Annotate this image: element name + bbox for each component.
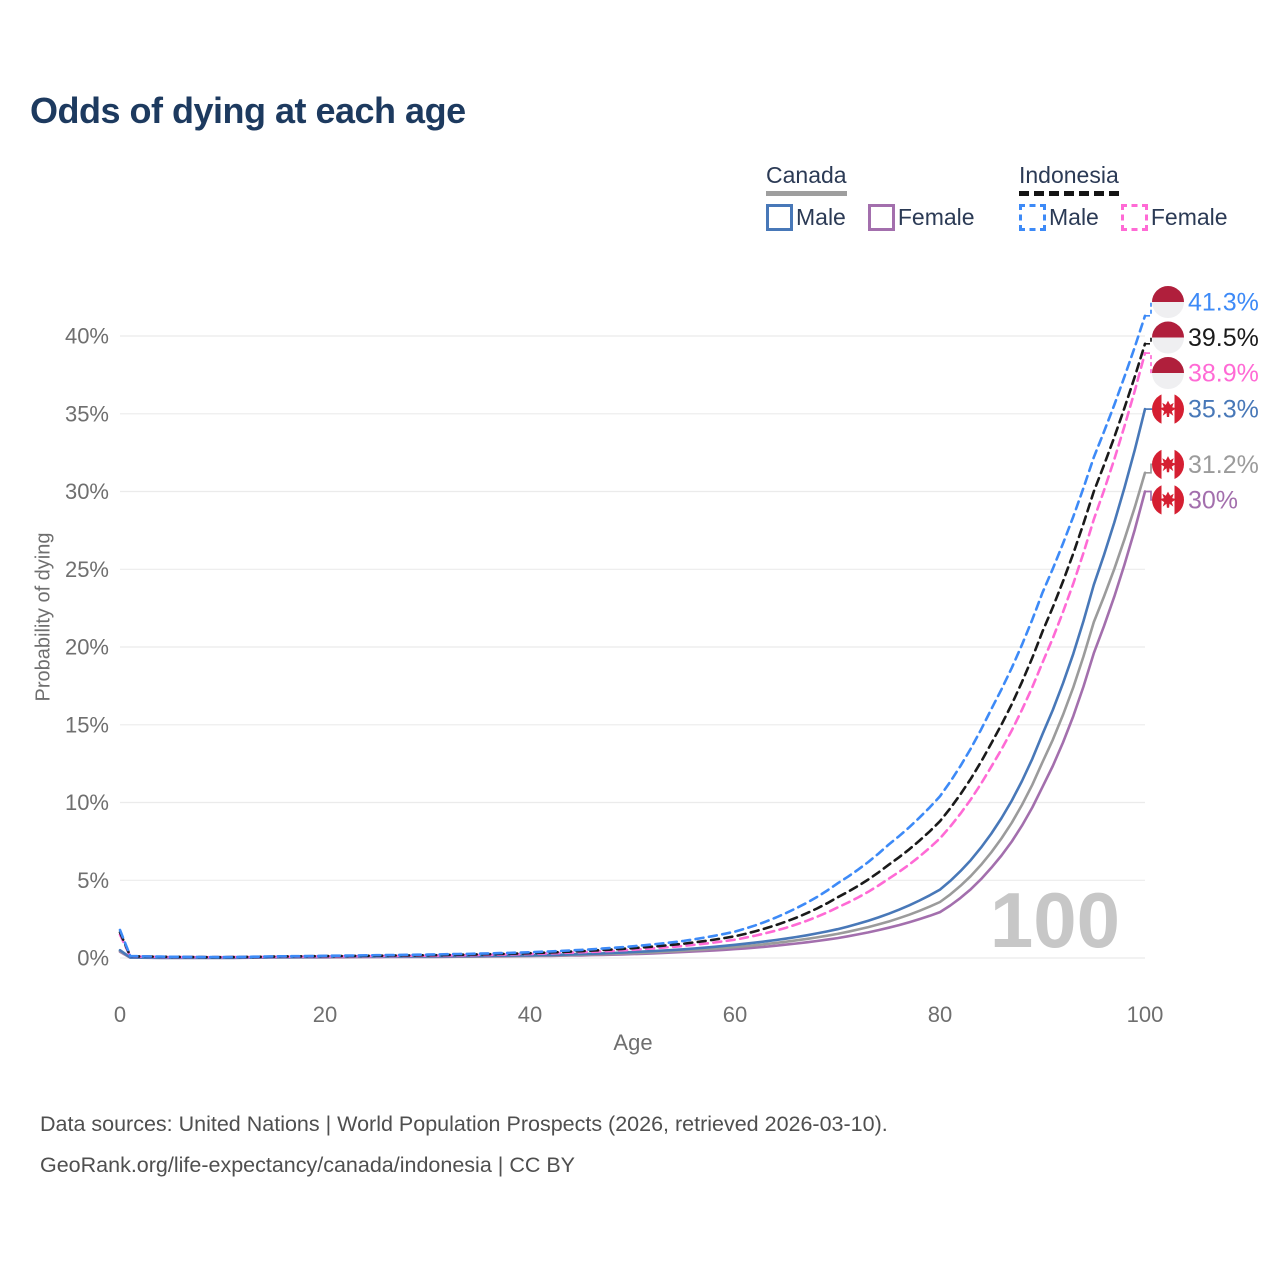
age-watermark: 100 [990, 876, 1120, 964]
canada-flag-icon [1152, 393, 1184, 426]
canada-male-swatch-icon [766, 204, 793, 231]
y-tick-label: 0% [77, 946, 109, 971]
end-label-indonesia: 39.5% [1188, 324, 1259, 352]
indonesia-flag-icon [1152, 286, 1184, 319]
page-title: Odds of dying at each age [30, 90, 466, 131]
canada-flag-icon [1152, 448, 1184, 481]
canada-female-swatch-icon [867, 204, 895, 231]
label-leader-line [1146, 352, 1153, 374]
series-line-indonesia [118, 342, 1147, 959]
indonesia-flag-icon [1152, 321, 1184, 354]
footer-license: GeoRank.org/life-expectancy/canada/indon… [40, 1153, 576, 1177]
legend-items-canada: Male Female [766, 204, 997, 231]
indonesia-female-swatch-icon [1120, 204, 1148, 231]
end-label-canada-female: 30% [1188, 486, 1238, 514]
y-tick-label: 40% [65, 324, 109, 349]
canada-flag-icon [1152, 483, 1184, 516]
label-leader-line [1146, 463, 1153, 474]
x-tick-label: 0 [114, 1002, 126, 1027]
x-tick-label: 60 [723, 1002, 747, 1027]
y-tick-label: 20% [65, 635, 109, 660]
x-axis-title: Age [613, 1030, 652, 1055]
end-label-canada: 31.2% [1188, 451, 1259, 479]
legend-label-canada-male: Male [796, 204, 846, 230]
legend-label-canada-female: Female [897, 204, 975, 230]
footer-data-sources: Data sources: United Nations | World Pop… [40, 1112, 888, 1136]
end-label-indonesia-female: 38.9% [1188, 360, 1259, 388]
legend-label-indonesia-female: Female [1150, 204, 1228, 230]
legend-label-indonesia-male: Male [1049, 204, 1099, 230]
label-leader-line [1146, 301, 1153, 317]
label-leader-line [1146, 336, 1153, 345]
legend-items-indonesia: Male Female [1019, 204, 1250, 231]
y-tick-label: 30% [65, 479, 109, 504]
indonesia-flag-icon [1152, 357, 1184, 390]
end-label-canada-male: 35.3% [1188, 396, 1259, 424]
x-tick-label: 100 [1127, 1002, 1164, 1027]
end-label-indonesia-male: 41.3% [1188, 289, 1259, 317]
legend-country-canada: Canada [766, 162, 847, 196]
label-leader-line [1146, 490, 1153, 501]
footer-credits: Data sources: United Nations | World Pop… [40, 1104, 888, 1186]
x-tick-label: 20 [313, 1002, 337, 1027]
x-tick-label: 40 [518, 1002, 542, 1027]
indonesia-male-swatch-icon [1019, 204, 1046, 231]
legend-group-canada: Canada Male Female [766, 162, 997, 231]
y-tick-label: 35% [65, 401, 109, 426]
legend-country-indonesia: Indonesia [1019, 162, 1119, 196]
series-line-indonesia-male [118, 314, 1147, 959]
legend-group-indonesia: Indonesia Male Female [1019, 162, 1250, 231]
y-tick-label: 10% [65, 790, 109, 815]
y-tick-label: 25% [65, 557, 109, 582]
y-tick-label: 15% [65, 712, 109, 737]
legend: Canada Male Female Indonesia Male Female [0, 162, 1280, 242]
y-tick-label: 5% [77, 868, 109, 893]
x-tick-label: 80 [928, 1002, 952, 1027]
